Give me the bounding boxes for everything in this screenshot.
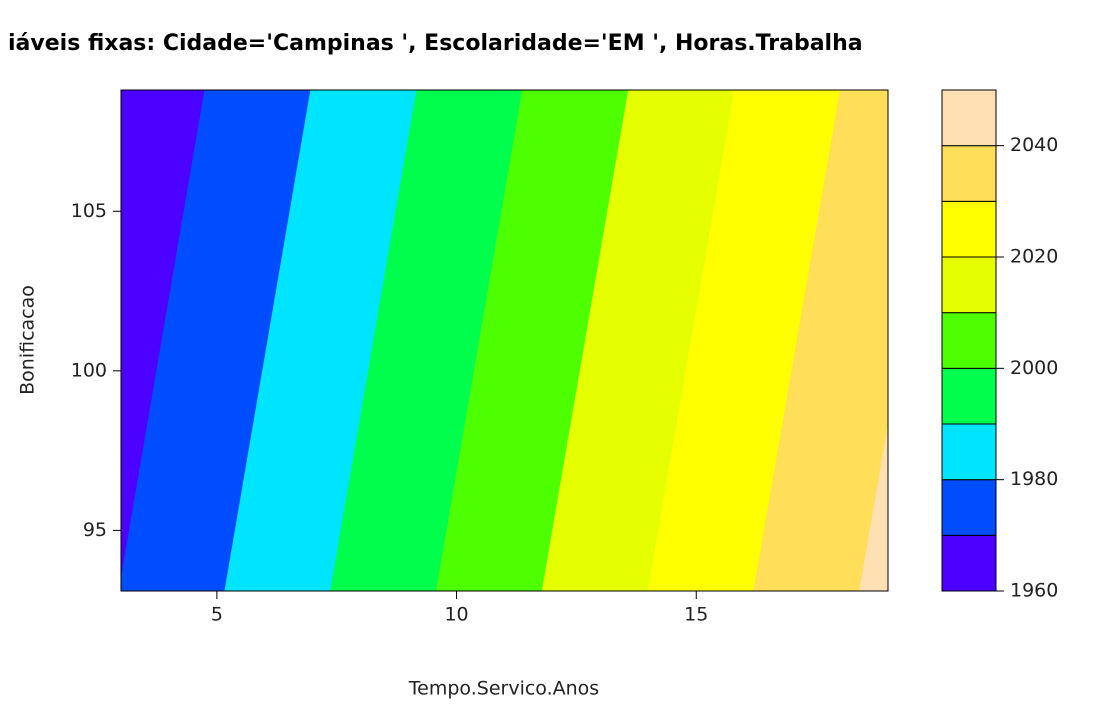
colorbar-segment xyxy=(941,256,997,314)
x-tick-label: 15 xyxy=(684,604,708,626)
colorbar-segment xyxy=(941,89,997,147)
colorbar-segment xyxy=(941,200,997,258)
colorbar-segment xyxy=(941,479,997,536)
x-axis-label: Tempo.Servico.Anos xyxy=(408,678,599,700)
y-axis-label: Bonificacao xyxy=(17,285,39,395)
colorbar-tick-label: 2000 xyxy=(1010,357,1058,379)
colorbar-segment xyxy=(941,145,997,202)
colorbar-segment xyxy=(941,534,997,592)
colorbar-tick-label: 1960 xyxy=(1010,580,1058,602)
y-tick-label: 105 xyxy=(71,200,107,222)
y-tick-label: 95 xyxy=(83,519,107,541)
y-tick-label: 100 xyxy=(71,359,107,381)
colorbar-segment xyxy=(941,312,997,369)
colorbar-tick-label: 1980 xyxy=(1010,468,1058,490)
colorbar-tick-label: 2040 xyxy=(1010,134,1058,156)
colorbar-segment xyxy=(941,367,997,425)
colorbar-segment xyxy=(941,423,997,481)
x-tick-label: 10 xyxy=(444,604,468,626)
x-tick-label: 5 xyxy=(211,604,223,626)
chart-title: iáveis fixas: Cidade='Campinas ', Escola… xyxy=(8,31,863,56)
plot-frame xyxy=(120,89,889,592)
colorbar-tick-label: 2020 xyxy=(1010,246,1058,268)
